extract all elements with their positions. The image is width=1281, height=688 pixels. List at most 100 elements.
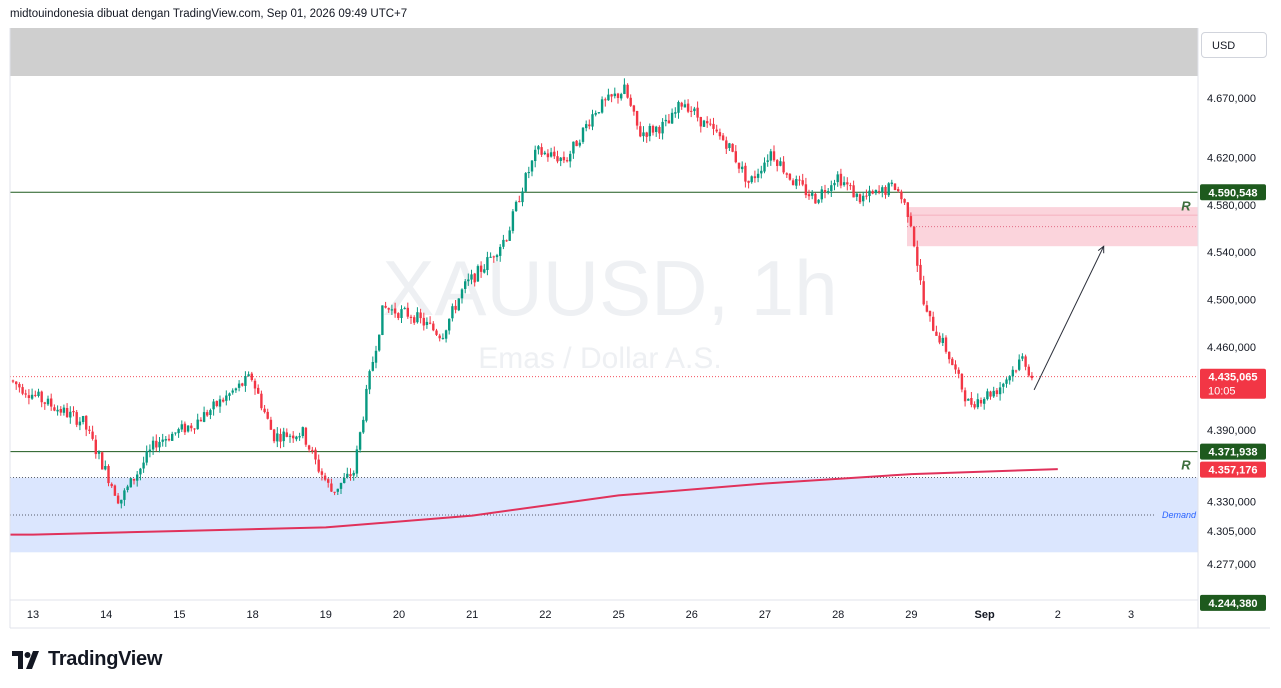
candle-body <box>960 373 964 390</box>
candle-body <box>871 191 874 194</box>
candle-body <box>782 161 785 173</box>
candle-body <box>272 429 276 442</box>
candle-body <box>842 182 846 186</box>
candle-body <box>292 435 295 439</box>
candle-body <box>1024 356 1027 367</box>
candle-body <box>521 191 524 203</box>
candle-body <box>241 383 244 386</box>
candle-body <box>199 419 203 422</box>
candle-body <box>925 305 929 312</box>
candle-body <box>104 466 107 470</box>
candle-body <box>276 433 279 442</box>
candle-body <box>709 123 712 125</box>
candle-body <box>674 112 677 114</box>
candle-body <box>413 317 416 323</box>
candle-body <box>193 428 196 430</box>
candle-body <box>562 156 566 161</box>
candle-body <box>534 149 537 161</box>
candle-body <box>737 162 741 169</box>
candle-body <box>397 313 400 318</box>
candle-body <box>909 216 913 227</box>
candle-body <box>874 190 878 194</box>
candle-body <box>514 201 518 211</box>
candle-body <box>470 274 473 280</box>
candle-body <box>72 411 75 413</box>
candle-body <box>215 401 218 406</box>
candle-body <box>893 183 897 190</box>
candle-body <box>81 416 85 422</box>
candle-body <box>343 478 346 483</box>
candle-body <box>817 199 820 203</box>
candle-body <box>766 160 769 162</box>
y-tick-label: 4.330,000 <box>1207 496 1256 508</box>
candle-body <box>346 473 349 478</box>
candle-body <box>699 117 702 127</box>
candle-body <box>830 185 833 191</box>
candle-body <box>632 105 636 112</box>
candle-body <box>629 97 632 106</box>
candle-body <box>992 390 995 397</box>
candle-body <box>422 317 425 326</box>
candle-body <box>553 151 556 157</box>
candle-body <box>744 165 747 182</box>
candle-body <box>906 202 909 217</box>
candle-body <box>839 173 843 186</box>
candle-body <box>419 312 422 319</box>
candle-body <box>1002 383 1005 387</box>
candle-body <box>69 411 72 418</box>
candle-body <box>655 126 658 132</box>
candle-body <box>865 195 868 197</box>
candle-body <box>626 84 629 98</box>
candle-body <box>59 409 62 413</box>
candle-body <box>795 179 798 186</box>
candle-body <box>24 393 27 395</box>
candle-body <box>18 384 21 388</box>
candle-body <box>288 435 292 437</box>
candle-body <box>667 120 671 124</box>
candle-body <box>887 183 890 196</box>
candle-body <box>849 185 852 187</box>
candle-body <box>237 383 241 388</box>
x-tick-label: 28 <box>832 609 844 621</box>
candle-body <box>34 394 37 396</box>
candle-body <box>209 410 212 415</box>
candle-body <box>486 257 489 270</box>
candle-body <box>616 93 620 98</box>
candle-body <box>304 427 308 445</box>
price-tag-label: 4.590,548 <box>1209 187 1258 199</box>
candle-body <box>387 308 390 310</box>
candle-body <box>110 483 113 487</box>
candle-body <box>508 230 511 241</box>
candle-body <box>374 350 378 363</box>
brand-name: TradingView <box>48 648 163 670</box>
currency-selector[interactable]: USD <box>1201 32 1267 58</box>
candle-body <box>578 142 581 146</box>
x-tick-label: 26 <box>686 609 698 621</box>
demand-zone-label: Demand <box>1162 510 1197 520</box>
candle-body <box>390 309 394 311</box>
candle-body <box>690 110 693 112</box>
candle-body <box>998 387 1002 395</box>
candle-body <box>65 408 69 418</box>
candle-body <box>575 140 578 147</box>
candle-body <box>505 240 508 242</box>
x-tick-label: 21 <box>466 609 478 621</box>
candle-body <box>648 126 651 137</box>
candle-body <box>686 103 690 112</box>
candle-body <box>403 308 406 310</box>
candle-body <box>212 401 215 410</box>
candle-body <box>785 173 788 175</box>
x-tick-label: 29 <box>905 609 917 621</box>
candle-body <box>186 425 190 432</box>
candle-body <box>721 135 725 141</box>
candle-body <box>349 474 352 477</box>
y-tick-label: 4.277,000 <box>1207 559 1256 571</box>
price-tag-label: 4.435,065 <box>1209 372 1258 384</box>
candle-body <box>877 190 881 192</box>
candle-body <box>123 490 126 500</box>
candle-body <box>365 388 368 421</box>
candle-body <box>15 381 18 385</box>
candle-body <box>301 427 304 436</box>
price-tag-countdown: 10:05 <box>1208 386 1236 398</box>
